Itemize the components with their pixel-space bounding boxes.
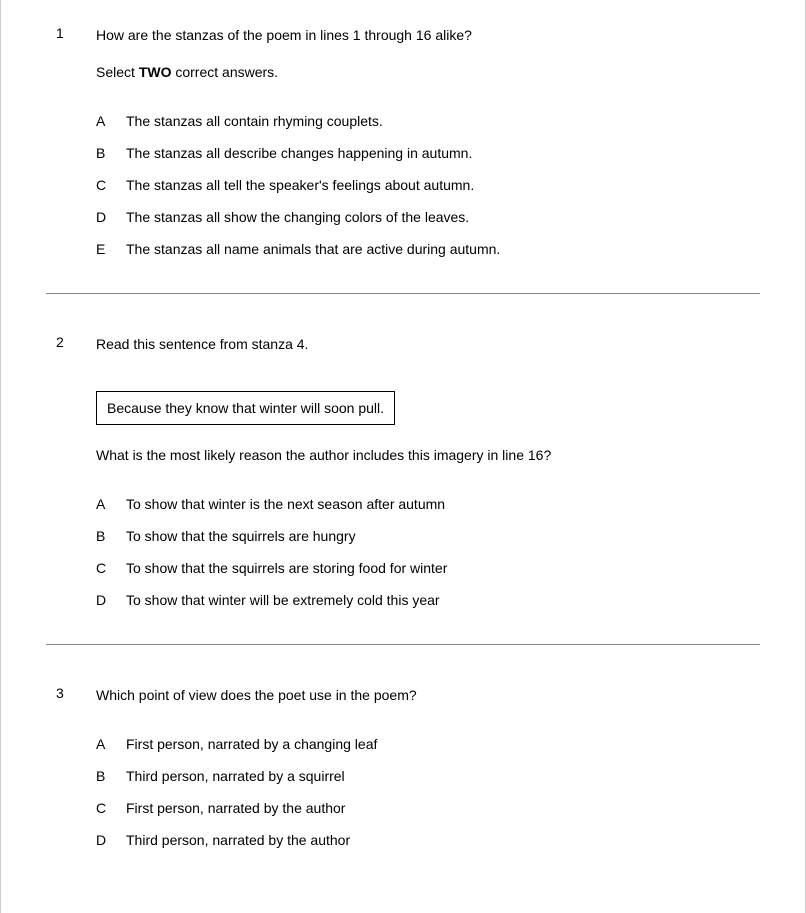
choice-letter: A bbox=[96, 496, 126, 512]
q1-line2-prefix: Select bbox=[96, 64, 139, 80]
divider bbox=[46, 644, 760, 645]
question-3-prompt-line1: Which point of view does the poet use in… bbox=[96, 685, 760, 706]
q1-line2-suffix: correct answers. bbox=[171, 64, 278, 80]
choice-letter: C bbox=[96, 177, 126, 193]
choice-row[interactable]: A The stanzas all contain rhyming couple… bbox=[96, 113, 760, 129]
choice-text: To show that the squirrels are hungry bbox=[126, 528, 760, 544]
question-1-body: How are the stanzas of the poem in lines… bbox=[96, 25, 760, 273]
question-2-header: 2 Read this sentence from stanza 4. Beca… bbox=[46, 334, 760, 624]
choice-letter: D bbox=[96, 209, 126, 225]
question-3-header: 3 Which point of view does the poet use … bbox=[46, 685, 760, 864]
choice-row[interactable]: D Third person, narrated by the author bbox=[96, 832, 760, 848]
question-3: 3 Which point of view does the poet use … bbox=[46, 685, 760, 864]
choice-row[interactable]: C To show that the squirrels are storing… bbox=[96, 560, 760, 576]
choice-letter: D bbox=[96, 832, 126, 848]
question-1-prompt-line1: How are the stanzas of the poem in lines… bbox=[96, 25, 760, 46]
choice-row[interactable]: A To show that winter is the next season… bbox=[96, 496, 760, 512]
choice-row[interactable]: E The stanzas all name animals that are … bbox=[96, 241, 760, 257]
question-2-number: 2 bbox=[46, 334, 96, 350]
question-2: 2 Read this sentence from stanza 4. Beca… bbox=[46, 334, 760, 624]
quote-box-wrapper: Because they know that winter will soon … bbox=[96, 371, 760, 445]
choice-row[interactable]: A First person, narrated by a changing l… bbox=[96, 736, 760, 752]
choice-row[interactable]: B To show that the squirrels are hungry bbox=[96, 528, 760, 544]
choice-text: First person, narrated by the author bbox=[126, 800, 760, 816]
choice-text: To show that the squirrels are storing f… bbox=[126, 560, 760, 576]
choice-row[interactable]: D The stanzas all show the changing colo… bbox=[96, 209, 760, 225]
choice-letter: C bbox=[96, 560, 126, 576]
question-1-choices: A The stanzas all contain rhyming couple… bbox=[96, 113, 760, 257]
question-3-number: 3 bbox=[46, 685, 96, 701]
choice-row[interactable]: D To show that winter will be extremely … bbox=[96, 592, 760, 608]
question-1-header: 1 How are the stanzas of the poem in lin… bbox=[46, 25, 760, 273]
choice-letter: B bbox=[96, 768, 126, 784]
question-2-choices: A To show that winter is the next season… bbox=[96, 496, 760, 608]
choice-row[interactable]: B The stanzas all describe changes happe… bbox=[96, 145, 760, 161]
question-1: 1 How are the stanzas of the poem in lin… bbox=[46, 25, 760, 273]
choice-letter: E bbox=[96, 241, 126, 257]
choice-text: The stanzas all tell the speaker's feeli… bbox=[126, 177, 760, 193]
choice-text: Third person, narrated by the author bbox=[126, 832, 760, 848]
question-1-prompt-line2: Select TWO correct answers. bbox=[96, 62, 760, 83]
page-container: 1 How are the stanzas of the poem in lin… bbox=[0, 0, 806, 913]
choice-row[interactable]: C The stanzas all tell the speaker's fee… bbox=[96, 177, 760, 193]
choice-letter: B bbox=[96, 528, 126, 544]
q1-line2-bold: TWO bbox=[139, 64, 172, 80]
choice-letter: C bbox=[96, 800, 126, 816]
question-2-prompt-line1: Read this sentence from stanza 4. bbox=[96, 334, 760, 355]
choice-text: To show that winter will be extremely co… bbox=[126, 592, 760, 608]
choice-text: First person, narrated by a changing lea… bbox=[126, 736, 760, 752]
question-2-prompt-line2: What is the most likely reason the autho… bbox=[96, 445, 760, 466]
choice-letter: D bbox=[96, 592, 126, 608]
divider bbox=[46, 293, 760, 294]
choice-text: The stanzas all name animals that are ac… bbox=[126, 241, 760, 257]
choice-row[interactable]: B Third person, narrated by a squirrel bbox=[96, 768, 760, 784]
question-3-body: Which point of view does the poet use in… bbox=[96, 685, 760, 864]
question-3-choices: A First person, narrated by a changing l… bbox=[96, 736, 760, 848]
choice-text: To show that winter is the next season a… bbox=[126, 496, 760, 512]
choice-text: The stanzas all describe changes happeni… bbox=[126, 145, 760, 161]
question-1-number: 1 bbox=[46, 25, 96, 41]
choice-letter: B bbox=[96, 145, 126, 161]
question-2-body: Read this sentence from stanza 4. Becaus… bbox=[96, 334, 760, 624]
choice-row[interactable]: C First person, narrated by the author bbox=[96, 800, 760, 816]
choice-text: Third person, narrated by a squirrel bbox=[126, 768, 760, 784]
choice-letter: A bbox=[96, 736, 126, 752]
choice-text: The stanzas all contain rhyming couplets… bbox=[126, 113, 760, 129]
quote-box: Because they know that winter will soon … bbox=[96, 391, 395, 425]
choice-letter: A bbox=[96, 113, 126, 129]
choice-text: The stanzas all show the changing colors… bbox=[126, 209, 760, 225]
